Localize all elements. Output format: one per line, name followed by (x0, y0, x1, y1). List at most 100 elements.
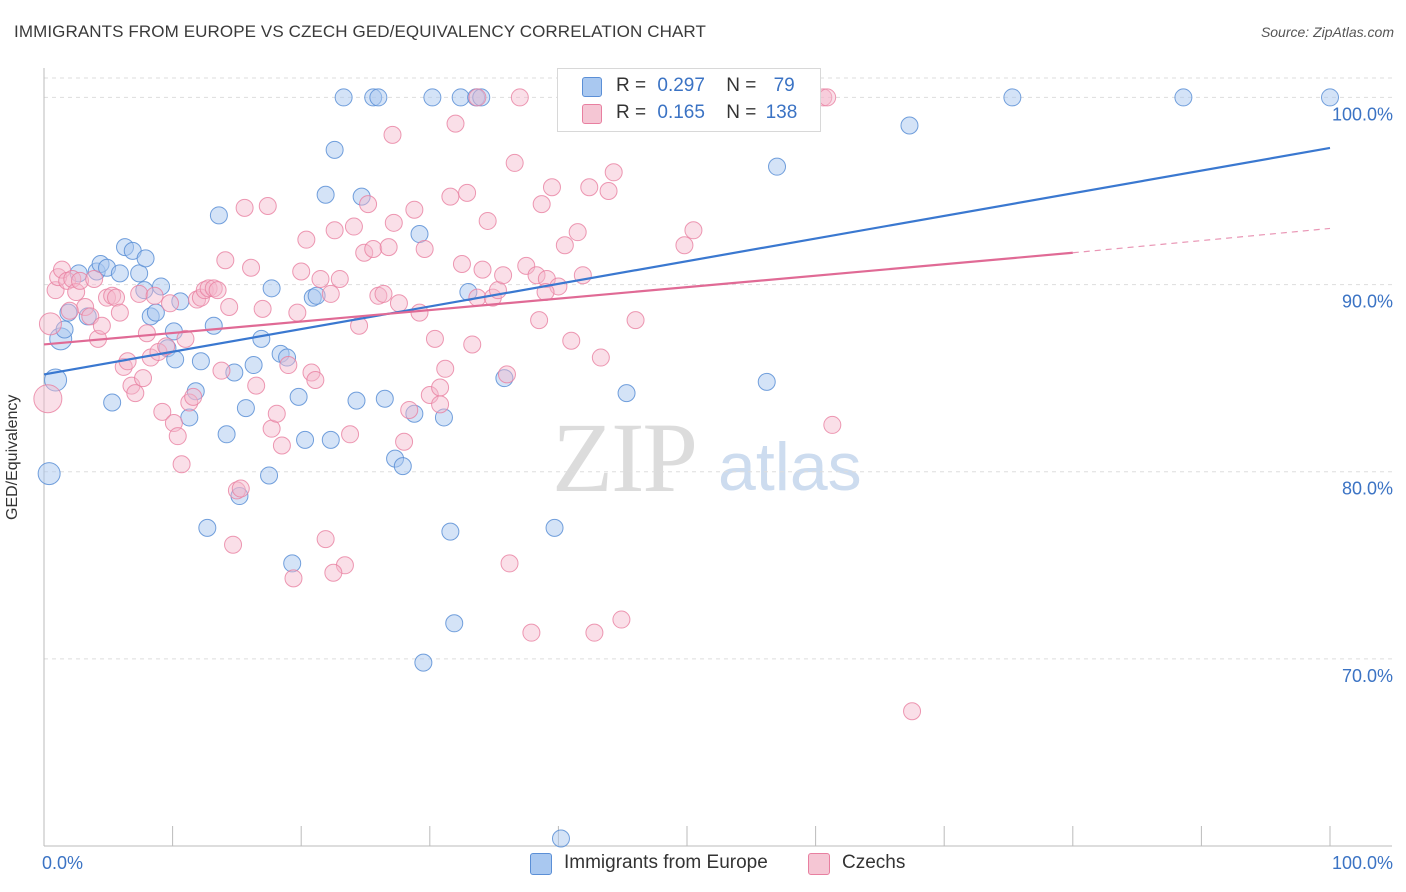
legend-n-label-1: N = (726, 75, 757, 96)
czechs-point (542, 178, 561, 197)
y-tick-label: 70.0% (1342, 666, 1393, 686)
czechs-point (137, 324, 156, 343)
immigrants-point (441, 522, 460, 541)
immigrants-point (136, 249, 155, 268)
axes (43, 68, 1392, 847)
immigrants-point (262, 279, 281, 298)
immigrants-point (393, 457, 412, 476)
immigrants-point (472, 88, 491, 107)
czechs-point (130, 284, 149, 303)
czechs-point (297, 230, 316, 249)
immigrants-point (325, 140, 344, 159)
immigrants-point (191, 352, 210, 371)
czechs-point (284, 569, 303, 588)
czechs-point (176, 329, 195, 348)
immigrants-point (316, 185, 335, 204)
czechs-point (330, 269, 349, 288)
immigrants-point (1003, 88, 1022, 107)
trend-line-czechs (43, 251, 1073, 346)
immigrants-point (545, 518, 564, 537)
czechs-point (157, 337, 176, 356)
czechs-point (425, 329, 444, 348)
bottom-legend-swatch-pink (808, 853, 830, 875)
czechs-point (555, 236, 574, 255)
czechs-point (823, 415, 842, 434)
czechs-point (161, 294, 180, 313)
czechs-point (235, 198, 254, 217)
bottom-legend-label-immigrants: Immigrants from Europe (564, 852, 768, 873)
czechs-point (325, 221, 344, 240)
czechs-point (446, 114, 465, 133)
czechs-point (344, 217, 363, 236)
immigrants-point (410, 225, 429, 244)
czechs-point (60, 301, 79, 320)
czechs-point (267, 404, 286, 423)
immigrants-point (152, 277, 171, 296)
immigrants-point (296, 430, 315, 449)
czechs-point (341, 425, 360, 444)
legend-r-value-1: 0.297 (657, 75, 705, 96)
immigrants-point (260, 466, 279, 485)
czechs-point (126, 384, 145, 403)
legend-n-label-2: N = (726, 102, 757, 123)
czechs-point (33, 384, 63, 414)
czechs-point (431, 378, 450, 397)
czechs-point (71, 271, 90, 290)
czechs-point (452, 254, 471, 273)
immigrants-point (217, 425, 236, 444)
czechs-point (463, 335, 482, 354)
immigrants-point (103, 393, 122, 412)
czechs-point (199, 279, 218, 298)
czechs-point (279, 356, 298, 375)
czechs-point (431, 395, 450, 414)
czechs-point (321, 284, 340, 303)
czechs-point (458, 183, 477, 202)
czechs-point (604, 163, 623, 182)
czechs-point (324, 563, 343, 582)
czechs-point (316, 530, 335, 549)
czechs-point (436, 359, 455, 378)
legend-r-label-1: R = (616, 75, 647, 96)
czechs-point (258, 196, 277, 215)
tick-labels: 70.0% 80.0% 90.0% 100.0% 0.0% 100.0% (42, 104, 1393, 873)
immigrants-point (1174, 88, 1193, 107)
immigrants-point (617, 384, 636, 403)
immigrants-point (244, 356, 263, 375)
immigrants-point (369, 88, 388, 107)
watermark-zip: ZIP (552, 402, 698, 513)
czechs-point (231, 479, 250, 498)
czechs-point (527, 266, 546, 285)
immigrants-point (307, 286, 326, 305)
czechs-point (85, 269, 104, 288)
czechs-point (497, 365, 516, 384)
bottom-legend-swatch-blue (530, 853, 552, 875)
czechs-point (384, 213, 403, 232)
immigrants-point (757, 372, 776, 391)
czechs-point (415, 240, 434, 259)
czechs-point (383, 125, 402, 144)
czechs-point (168, 427, 187, 446)
czechs-point (903, 702, 922, 721)
czechs-point (220, 298, 239, 317)
czechs-point (172, 455, 191, 474)
immigrants-point (283, 554, 302, 573)
immigrants-point (55, 320, 74, 339)
immigrants-point (900, 116, 919, 135)
czechs-point (494, 266, 513, 285)
czechs-point (612, 610, 631, 629)
czechs-point (53, 260, 72, 279)
immigrants-point (423, 88, 442, 107)
y-tick-label: 90.0% (1342, 292, 1393, 312)
legend-r-label-2: R = (616, 102, 647, 123)
czechs-point (92, 316, 111, 335)
czechs-point (262, 419, 281, 438)
czechs-point (441, 187, 460, 206)
czechs-point (288, 303, 307, 322)
immigrants-point (352, 187, 371, 206)
czechs-point (208, 281, 227, 300)
legend-n-value-2: 138 (765, 102, 798, 123)
immigrants-point (209, 206, 228, 225)
czechs-point (110, 303, 129, 322)
czechs-point (400, 400, 419, 419)
czechs-point (473, 260, 492, 279)
